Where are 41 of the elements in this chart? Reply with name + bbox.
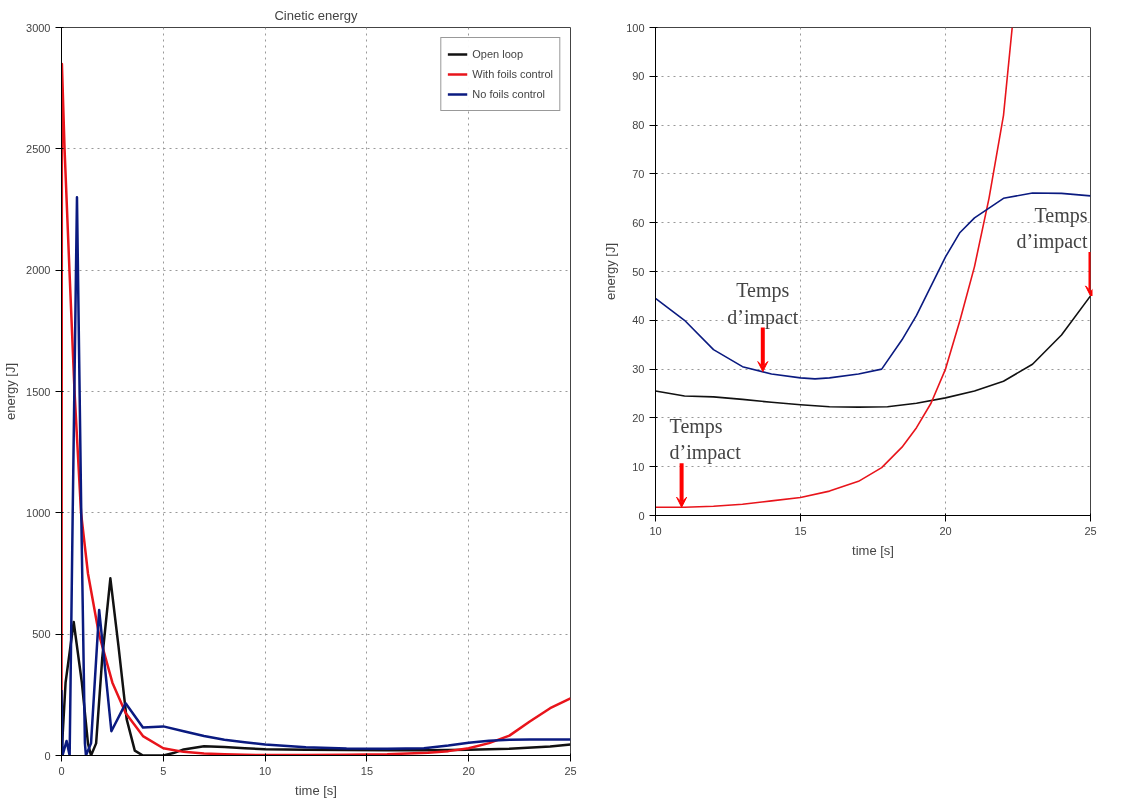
y-tick-label: 0 <box>638 509 645 522</box>
y-tick-label: 20 <box>632 411 645 424</box>
legend-label: No foils control <box>472 88 546 100</box>
y-tick-label: 10 <box>632 460 645 473</box>
y-tick-label: 40 <box>632 314 645 327</box>
legend-label: With foils control <box>472 68 553 80</box>
x-axis-title: time [s] <box>295 782 337 798</box>
y-tick-label: 1500 <box>26 385 51 398</box>
annotation: Temps d’impact <box>727 279 799 329</box>
annotation: Temps d’impact <box>1016 203 1088 253</box>
chart-title: Cinetic energy <box>274 7 359 23</box>
x-tick-label: 5 <box>160 764 167 777</box>
x-tick-label: 15 <box>794 524 807 537</box>
x-tick-label: 25 <box>564 764 577 777</box>
y-tick-label: 30 <box>632 363 645 376</box>
y-tick-label: 60 <box>632 216 645 229</box>
x-tick-label: 20 <box>939 524 952 537</box>
x-tick-label: 15 <box>360 764 374 777</box>
y-tick-label: 70 <box>632 167 645 180</box>
x-tick-label: 25 <box>1084 524 1097 537</box>
y-tick-label: 0 <box>44 749 51 762</box>
y-tick-label: 50 <box>632 265 645 278</box>
x-tick-label: 0 <box>58 764 65 777</box>
y-tick-label: 3000 <box>26 21 51 34</box>
x-tick-label: 10 <box>258 764 272 777</box>
x-axis-title: time [s] <box>852 542 894 558</box>
y-tick-label: 500 <box>32 628 51 641</box>
y-tick-label: 2000 <box>26 264 51 277</box>
legend-label: Open loop <box>472 48 524 60</box>
y-tick-label: 100 <box>626 21 645 34</box>
y-tick-label: 90 <box>632 70 645 83</box>
annotation: Temps d’impact <box>669 414 742 465</box>
x-tick-label: 20 <box>462 764 475 777</box>
y-tick-label: 80 <box>632 119 645 132</box>
x-tick-label: 10 <box>649 524 662 537</box>
y-tick-label: 2500 <box>26 142 51 155</box>
y-tick-label: 1000 <box>26 506 51 519</box>
y-axis-title: energy [J] <box>603 242 619 301</box>
line-series <box>655 27 1013 508</box>
line-series <box>655 192 1091 380</box>
y-axis-title: energy [J] <box>3 362 19 421</box>
